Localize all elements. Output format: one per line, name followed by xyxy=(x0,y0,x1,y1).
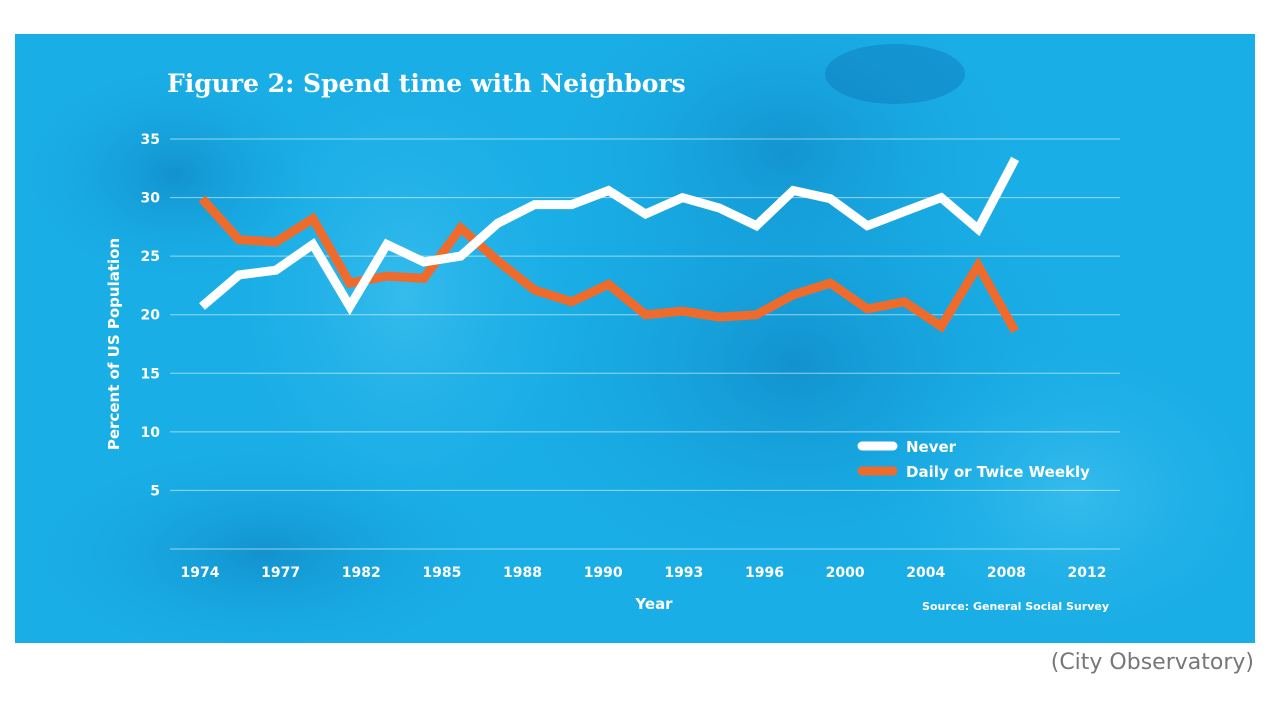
grid-lines xyxy=(170,138,1120,550)
x-tick-labels: 1974 1977 1982 1985 1988 1990 1993 1996 2000 2004… xyxy=(181,565,1107,581)
x-tick-label: 1990 xyxy=(584,565,623,581)
y-tick-label: 15 xyxy=(141,366,160,382)
x-tick-label: 1993 xyxy=(664,565,703,581)
x-tick-label: 2008 xyxy=(987,565,1026,581)
legend-label-never: Never xyxy=(906,438,957,456)
y-tick-label: 30 xyxy=(141,191,161,207)
chart-panel: Figure 2: Spend time with Neighbors 5 10 1… xyxy=(15,34,1255,643)
x-tick-label: 1985 xyxy=(422,565,461,581)
series-lines xyxy=(198,156,1020,334)
x-axis-title: Year xyxy=(634,595,673,613)
x-tick-label: 1996 xyxy=(745,565,784,581)
legend-label-daily: Daily or Twice Weekly xyxy=(906,463,1090,481)
y-tick-label: 5 xyxy=(150,483,160,499)
y-tick-label: 25 xyxy=(141,249,160,265)
series-line-never xyxy=(199,156,1020,316)
x-tick-label: 1977 xyxy=(261,565,300,581)
source-note: Source: General Social Survey xyxy=(922,600,1109,613)
x-tick-label: 2012 xyxy=(1068,565,1107,581)
x-tick-label: 1988 xyxy=(503,565,542,581)
legend: Never Daily or Twice Weekly xyxy=(857,438,1090,481)
background-photo xyxy=(15,34,1255,643)
x-tick-label: 1982 xyxy=(342,565,381,581)
line-chart: Figure 2: Spend time with Neighbors 5 10 1… xyxy=(105,69,1120,613)
x-tick-label: 2000 xyxy=(826,565,865,581)
chart-title: Figure 2: Spend time with Neighbors xyxy=(167,69,686,98)
y-tick-label: 10 xyxy=(141,425,161,441)
y-tick-label: 20 xyxy=(141,308,161,324)
x-tick-label: 2004 xyxy=(906,565,945,581)
series-line-daily-or-twice-weekly xyxy=(198,195,1020,334)
image-caption: (City Observatory) xyxy=(1050,650,1254,675)
y-tick-label: 35 xyxy=(141,132,160,148)
x-tick-label: 1974 xyxy=(181,565,220,581)
y-tick-labels: 5 10 15 20 25 30 35 xyxy=(141,132,161,499)
y-axis-title: Percent of US Population xyxy=(105,238,123,450)
